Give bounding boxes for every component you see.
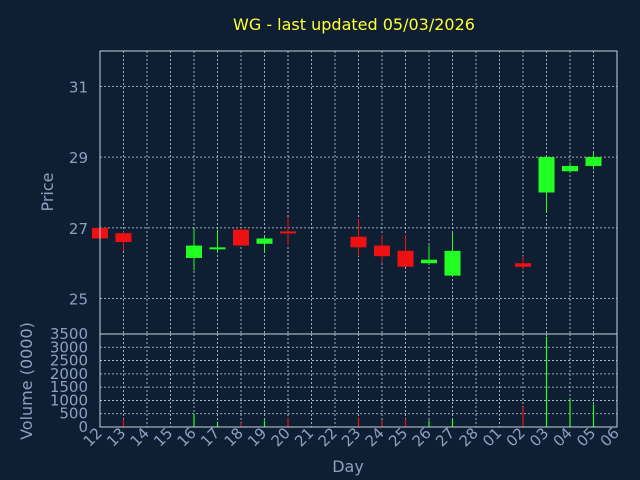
- candle-body: [562, 165, 578, 172]
- volume-tick-label: 1000: [50, 391, 88, 409]
- candle: [233, 227, 249, 246]
- x-tick-label: 14: [127, 424, 153, 450]
- candle: [115, 231, 132, 251]
- candle: [538, 157, 555, 212]
- x-tick-label: 05: [573, 424, 599, 450]
- price-tick-label: 31: [69, 78, 88, 96]
- volume-axis-label: Volume (0000): [17, 322, 36, 440]
- x-axis-label: Day: [332, 457, 364, 476]
- candle: [280, 217, 296, 246]
- candle-body: [538, 157, 555, 193]
- x-tick-label: 18: [221, 424, 247, 450]
- volume-tick-label: 500: [59, 405, 88, 423]
- candle: [562, 162, 578, 174]
- x-tick-label: 26: [409, 424, 435, 450]
- volume-tick-label: 0: [78, 418, 88, 436]
- price-tick-label: 29: [69, 149, 88, 167]
- candle: [209, 229, 226, 253]
- x-tick-label: 24: [362, 424, 388, 450]
- volume-tick-label: 2500: [50, 352, 88, 370]
- candle-body: [233, 229, 249, 246]
- x-axis-ticks: 1213141516171819202122232425262728010203…: [80, 424, 623, 450]
- candle: [256, 236, 273, 253]
- candle-body: [280, 231, 296, 234]
- x-tick-label: 04: [550, 424, 576, 450]
- candle-body: [374, 245, 390, 257]
- price-tick-label: 27: [69, 220, 88, 238]
- volume-tick-label: 3000: [50, 338, 88, 356]
- x-tick-label: 23: [338, 424, 364, 450]
- candle-body: [444, 250, 461, 276]
- candle: [421, 245, 437, 266]
- x-tick-label: 16: [174, 424, 200, 450]
- candle: [444, 233, 461, 276]
- x-tick-label: 28: [456, 424, 482, 450]
- volume-tick-label: 1500: [50, 378, 88, 396]
- x-tick-label: 01: [479, 424, 505, 450]
- candle: [515, 256, 531, 269]
- x-tick-label: 20: [268, 424, 294, 450]
- x-tick-label: 13: [103, 424, 129, 450]
- chart-title: WG - last updated 05/03/2026: [233, 15, 475, 34]
- x-tick-label: 27: [432, 424, 458, 450]
- x-tick-label: 06: [597, 424, 623, 450]
- candle-body: [421, 259, 437, 264]
- candle: [397, 234, 414, 267]
- price-axis-label: Price: [38, 172, 57, 211]
- candle-body: [515, 263, 531, 267]
- price-tick-label: 25: [69, 291, 88, 309]
- volume-tick-label: 3500: [50, 325, 88, 343]
- x-tick-label: 19: [244, 424, 270, 450]
- candle-body: [397, 250, 414, 267]
- candle-body: [256, 238, 273, 244]
- candle-body: [115, 233, 132, 243]
- candle: [374, 234, 390, 264]
- candle-body: [350, 236, 367, 248]
- candle: [186, 227, 202, 271]
- candle-body: [186, 245, 202, 258]
- candle-body: [585, 157, 602, 166]
- x-tick-label: 17: [197, 424, 223, 450]
- x-tick-label: 21: [291, 424, 317, 450]
- volume-tick-label: 2000: [50, 365, 88, 383]
- price-panel: 25 27 29 31: [69, 50, 618, 335]
- candle: [350, 219, 367, 257]
- x-tick-label: 25: [385, 424, 411, 450]
- candle-body: [209, 247, 226, 250]
- candle: [585, 151, 602, 170]
- x-tick-label: 03: [526, 424, 552, 450]
- x-tick-label: 15: [150, 424, 176, 450]
- volume-frame: [99, 333, 618, 428]
- x-tick-label: 22: [315, 424, 341, 450]
- x-tick-label: 02: [503, 424, 529, 450]
